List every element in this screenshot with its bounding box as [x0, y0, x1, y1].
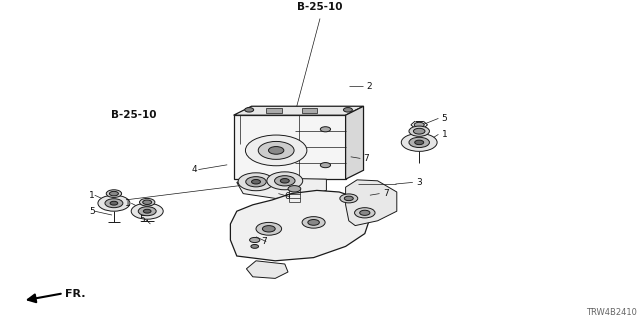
Text: 4: 4 [192, 165, 198, 174]
Circle shape [131, 203, 163, 219]
Circle shape [401, 133, 437, 151]
Circle shape [267, 172, 303, 190]
Circle shape [143, 209, 151, 213]
Circle shape [246, 177, 266, 187]
Circle shape [280, 179, 289, 183]
Text: 7: 7 [383, 189, 388, 198]
Circle shape [344, 108, 353, 112]
Text: 1: 1 [89, 191, 95, 200]
Circle shape [275, 176, 295, 186]
Circle shape [106, 190, 122, 197]
Polygon shape [237, 178, 326, 198]
Circle shape [258, 141, 294, 159]
Circle shape [140, 198, 155, 206]
Polygon shape [234, 115, 346, 179]
Text: 7: 7 [364, 154, 369, 163]
Text: B-25-10: B-25-10 [297, 2, 343, 12]
Circle shape [308, 220, 319, 225]
Circle shape [245, 135, 307, 166]
Circle shape [355, 208, 375, 218]
Text: 5: 5 [89, 207, 95, 216]
Polygon shape [234, 106, 364, 115]
Circle shape [256, 222, 282, 235]
Circle shape [414, 122, 424, 127]
Circle shape [98, 195, 130, 211]
Circle shape [320, 127, 330, 132]
Circle shape [413, 128, 425, 134]
Circle shape [105, 199, 123, 208]
Circle shape [252, 180, 260, 184]
Text: 5: 5 [140, 215, 145, 224]
Text: 2: 2 [366, 82, 372, 91]
Circle shape [320, 163, 330, 168]
Polygon shape [230, 190, 371, 261]
FancyArrowPatch shape [28, 294, 61, 302]
Text: 5: 5 [442, 114, 447, 123]
Text: FR.: FR. [65, 289, 86, 299]
Circle shape [244, 108, 253, 112]
FancyBboxPatch shape [266, 108, 282, 113]
Circle shape [360, 210, 370, 215]
Circle shape [409, 137, 429, 148]
Circle shape [269, 147, 284, 154]
Circle shape [415, 140, 424, 145]
Text: 7: 7 [261, 237, 267, 246]
Circle shape [344, 196, 353, 201]
Circle shape [110, 201, 118, 205]
Text: 1: 1 [442, 130, 447, 139]
Circle shape [251, 244, 259, 248]
Circle shape [138, 207, 156, 216]
Circle shape [250, 237, 260, 243]
Circle shape [109, 191, 118, 196]
Text: 3: 3 [416, 178, 422, 187]
Polygon shape [346, 180, 397, 226]
Circle shape [238, 173, 274, 191]
Circle shape [143, 200, 152, 204]
Circle shape [340, 194, 358, 203]
Circle shape [288, 186, 301, 192]
Text: B-25-10: B-25-10 [111, 110, 157, 120]
Text: TRW4B2410: TRW4B2410 [586, 308, 637, 317]
Circle shape [262, 226, 275, 232]
Circle shape [409, 126, 429, 136]
FancyBboxPatch shape [302, 108, 317, 113]
Text: 1: 1 [125, 199, 131, 208]
Text: 6: 6 [285, 192, 291, 201]
Polygon shape [346, 106, 364, 179]
Circle shape [302, 217, 325, 228]
Polygon shape [246, 261, 288, 278]
